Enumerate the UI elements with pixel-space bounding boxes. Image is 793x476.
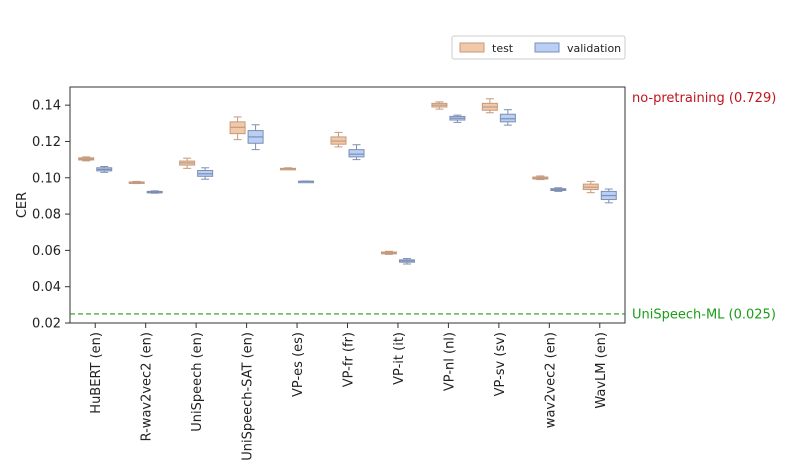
box-validation <box>146 190 163 194</box>
box-test <box>280 167 297 171</box>
box-validation <box>197 167 214 180</box>
y-tick-label: 0.10 <box>32 171 61 186</box>
legend-label-validation: validation <box>567 42 621 55</box>
box-validation <box>600 188 617 204</box>
x-tick-label: VP-nl (nl) <box>442 332 457 391</box>
y-tick-label: 0.08 <box>32 208 61 223</box>
box-validation <box>449 114 466 123</box>
box-test <box>380 250 397 255</box>
box-validation <box>398 258 415 265</box>
box-validation <box>348 144 365 161</box>
box-validation <box>499 109 516 126</box>
x-tick-label: VP-fr (fr) <box>342 332 357 387</box>
box-test <box>229 116 246 141</box>
x-tick-label: VP-es (es) <box>291 332 306 397</box>
y-tick-label: 0.14 <box>32 99 61 114</box>
box-validation <box>96 166 113 173</box>
box-iqr <box>499 113 516 123</box>
box-series <box>78 98 617 265</box>
y-tick-label: 0.04 <box>32 280 61 295</box>
legend: test validation <box>451 35 626 60</box>
x-tick-label: UniSpeech (en) <box>190 332 205 432</box>
y-axis-ticks: 0.02 0.04 0.06 0.08 0.10 0.12 0.14 <box>32 99 70 332</box>
box-validation <box>298 180 315 184</box>
box-test <box>78 156 95 162</box>
x-axis-ticks: HuBERT (en) R-wav2vec2 (en) UniSpeech (en)… <box>89 323 609 461</box>
box-test <box>481 98 498 114</box>
legend-label-test: test <box>492 42 514 55</box>
box-test <box>582 180 599 194</box>
plot-area-frame <box>69 86 626 324</box>
box-test <box>330 131 347 148</box>
legend-swatch-test <box>459 42 485 53</box>
annotation-no-pretraining: no-pretraining (0.729) <box>632 91 776 106</box>
x-tick-label: VP-it (it) <box>392 332 407 385</box>
box-test <box>179 157 196 169</box>
y-tick-label: 0.06 <box>32 244 61 259</box>
reference-label-unispeech-ml: UniSpeech-ML (0.025) <box>632 307 776 322</box>
y-tick-label: 0.12 <box>32 135 61 150</box>
x-tick-label: R-wav2vec2 (en) <box>140 332 155 441</box>
x-tick-label: HuBERT (en) <box>89 332 104 414</box>
box-iqr <box>348 149 365 158</box>
box-test <box>431 101 448 110</box>
y-axis-title: CER <box>15 192 30 218</box>
box-validation <box>247 124 264 151</box>
x-tick-label: wav2vec2 (en) <box>543 332 558 428</box>
legend-swatch-validation <box>534 42 560 53</box>
box-test <box>128 180 145 185</box>
box-validation <box>550 187 567 192</box>
box-test <box>532 175 549 181</box>
x-tick-label: VP-sv (sv) <box>493 332 508 396</box>
x-tick-label: UniSpeech-SAT (en) <box>241 332 256 461</box>
x-tick-label: WavLM (en) <box>594 332 609 409</box>
y-tick-label: 0.02 <box>32 317 61 332</box>
